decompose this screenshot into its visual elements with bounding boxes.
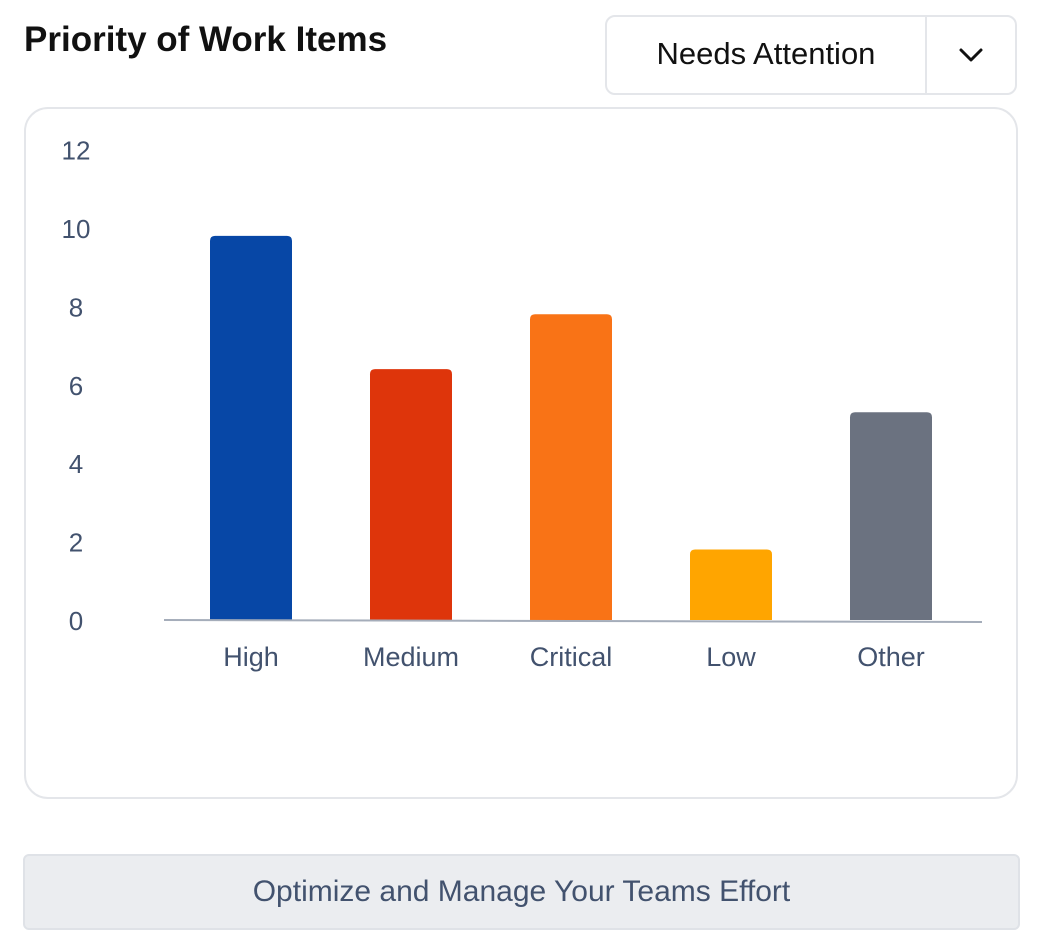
filter-dropdown[interactable]: Needs Attention xyxy=(605,15,1017,95)
bar-critical[interactable] xyxy=(530,314,612,620)
bar-chart: 0 2 4 6 8 10 12 High Medium Critical Low Other xyxy=(62,136,983,672)
x-tick-label: Low xyxy=(706,642,756,672)
y-tick-label: 8 xyxy=(69,292,83,322)
chart-card: 0 2 4 6 8 10 12 High Medium Critical Low Other xyxy=(24,107,1018,799)
bar-low[interactable] xyxy=(690,549,772,620)
y-tick-label: 2 xyxy=(69,528,83,558)
y-tick-label: 0 xyxy=(69,606,83,636)
x-tick-label: Medium xyxy=(363,642,459,672)
y-tick-label: 12 xyxy=(62,136,91,166)
bar-high[interactable] xyxy=(210,235,292,620)
optimize-effort-button[interactable]: Optimize and Manage Your Teams Effort xyxy=(23,854,1020,930)
filter-dropdown-toggle[interactable] xyxy=(927,17,1015,93)
filter-selected-value[interactable]: Needs Attention xyxy=(607,17,927,93)
x-axis-line xyxy=(163,619,983,623)
y-tick-label: 6 xyxy=(69,371,83,401)
y-tick-label: 4 xyxy=(69,449,83,479)
bar-medium[interactable] xyxy=(370,369,452,620)
y-tick-label: 10 xyxy=(62,214,91,244)
chart-title: Priority of Work Items xyxy=(24,20,388,59)
x-tick-label: High xyxy=(223,642,279,672)
chevron-down-icon xyxy=(959,48,983,62)
x-tick-label: Other xyxy=(857,642,925,672)
bar-other[interactable] xyxy=(850,412,932,620)
x-tick-label: Critical xyxy=(530,642,613,672)
